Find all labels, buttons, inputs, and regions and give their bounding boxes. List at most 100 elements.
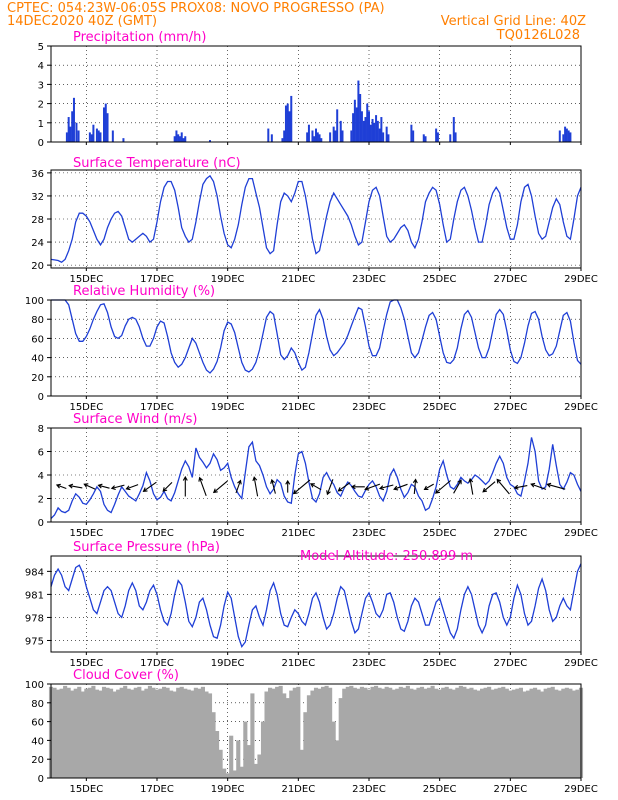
precip-bar	[562, 134, 565, 142]
cloud-cover-bar	[222, 768, 227, 778]
cloud-cover-bar	[126, 688, 131, 778]
precip-bar	[209, 140, 211, 142]
pressure-xtick-label: 29DEC	[564, 658, 598, 669]
cloud-cover-bar	[236, 740, 241, 778]
cloud-cover-bar	[462, 686, 467, 778]
cloud-cover-bar	[59, 688, 64, 778]
temp-panel: Surface Temperature (nC) 20 24 28 32 36 15DEC 1…	[31, 156, 598, 285]
cloud-cover-bar	[543, 688, 548, 778]
cloud-cover-bar	[377, 687, 382, 778]
precip-bar	[111, 130, 114, 142]
precip-bar	[290, 95, 293, 142]
cloud-cover-bar	[338, 698, 343, 778]
wind-arrow	[110, 484, 125, 491]
precip-panel: Precipitation (mm/h) 0 1 2 3 4 5	[38, 30, 582, 149]
cloud-cover-bar	[455, 687, 460, 778]
cloud-cover-bar	[395, 688, 400, 778]
pressure-panel: Surface Pressure (hPa) 975 978 981 984 15DEC 1…	[25, 540, 598, 669]
wind-arrow	[513, 484, 528, 490]
precip-bar	[75, 122, 78, 142]
precip-bar	[329, 132, 332, 142]
wind-arrow	[235, 479, 242, 494]
precip-bar	[339, 120, 342, 142]
wind-arrow	[198, 476, 207, 496]
cloud-cover-bar	[147, 685, 152, 778]
rh-ytick-label: 80	[31, 315, 44, 326]
wind-xtick-label: 21DEC	[281, 528, 315, 539]
precip-ytick-label: 5	[38, 42, 44, 53]
wind-arrow	[182, 475, 188, 497]
precip-bar	[281, 138, 284, 142]
cloud-cover-bar	[204, 691, 209, 778]
pressure-xtick-label: 27DEC	[493, 658, 527, 669]
cloud-cover-bar	[306, 695, 311, 778]
wind-arrow	[378, 484, 394, 491]
precip-bar	[412, 130, 415, 142]
temp-xtick-label: 23DEC	[352, 274, 386, 285]
cloud-cover-bar	[52, 687, 57, 778]
cloud-cover-bar	[540, 691, 545, 778]
cloud-cover-bar	[324, 685, 329, 778]
cloud-cover-bar	[370, 686, 375, 778]
rh-ytick-label: 40	[31, 354, 44, 365]
precip-bar	[449, 134, 452, 142]
rh-xtick-label: 23DEC	[352, 402, 386, 413]
precip-bar	[454, 132, 457, 142]
precip-bar	[69, 126, 72, 142]
precip-bar	[286, 103, 289, 142]
precip-bar	[373, 122, 376, 142]
cloud-ytick-label: 0	[38, 774, 44, 785]
precip-bar	[99, 132, 102, 142]
cloud-cover-bar	[508, 690, 513, 778]
precip-bar	[353, 99, 356, 142]
precip-bar	[90, 134, 93, 142]
cloud-cover-bar	[218, 749, 223, 778]
temp-series-line	[50, 174, 582, 263]
rh-title: Relative Humidity (%)	[73, 284, 215, 299]
cloud-cover-bar	[402, 687, 407, 778]
wind-arrow	[496, 478, 510, 495]
cloud-ytick-label: 100	[25, 680, 44, 691]
cloud-cover-bar	[522, 691, 527, 778]
wind-panel: Surface Wind (m/s) 0 2 4 6 8 15DEC 17DEC 19DEC 21…	[38, 412, 598, 539]
precip-bar	[311, 130, 314, 142]
header-date: 14DEC2020 40Z (GMT)	[7, 14, 158, 29]
wind-arrow	[482, 481, 496, 493]
precip-bar	[564, 126, 567, 142]
cloud-cover-bar	[229, 735, 234, 778]
wind-arrow	[546, 482, 566, 490]
cloud-cover-bar	[345, 686, 350, 778]
wind-arrow	[468, 477, 474, 495]
precip-bar	[284, 105, 287, 142]
wind-arrow	[142, 481, 157, 492]
wind-arrow	[270, 478, 276, 494]
precip-bar	[382, 132, 385, 142]
cloud-frame	[50, 683, 582, 779]
cloud-ytick-label: 40	[31, 736, 44, 747]
cloud-cover-bar	[483, 687, 488, 778]
cloud-cover-bar	[511, 689, 516, 778]
wind-xtick-label: 23DEC	[352, 528, 386, 539]
wind-xtick-label: 25DEC	[423, 528, 457, 539]
cloud-cover-bar	[105, 687, 110, 778]
cloud-cover-bar	[317, 688, 322, 778]
cloud-cover-bar	[197, 688, 202, 778]
cloud-cover-bar	[388, 687, 393, 778]
temp-ytick-label: 32	[31, 192, 44, 203]
pressure-ytick-label: 984	[25, 567, 44, 578]
cloud-cover-bar	[264, 691, 269, 778]
precip-bar	[435, 128, 438, 142]
precip-bar	[378, 128, 381, 142]
precip-bar	[359, 94, 362, 142]
precip-bar	[362, 120, 365, 142]
cloud-cover-bar	[268, 687, 273, 778]
cloud-cover-bar	[427, 687, 432, 778]
wind-arrow	[453, 479, 462, 494]
wind-ytick-label: 6	[38, 448, 44, 459]
cloud-cover-bar	[356, 688, 361, 778]
rh-xtick-label: 27DEC	[493, 402, 527, 413]
cloud-cover-bar	[504, 688, 509, 778]
precip-bar	[306, 132, 309, 142]
precip-bar	[376, 120, 379, 142]
cloud-cover-bar	[497, 687, 502, 778]
